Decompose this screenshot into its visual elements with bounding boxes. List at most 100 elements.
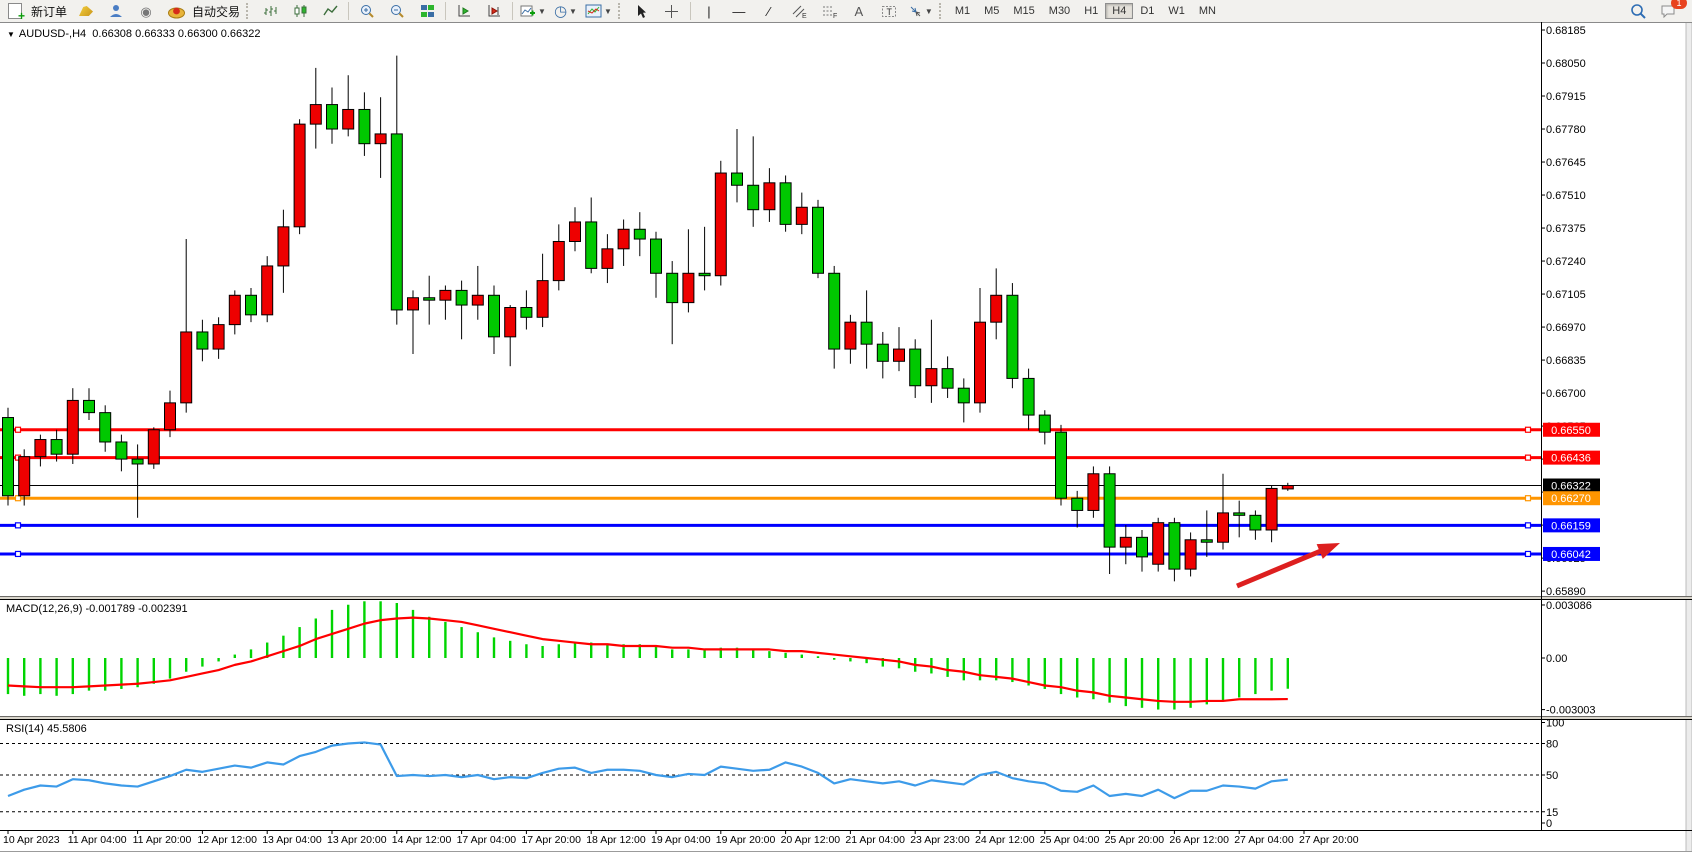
svg-text:27 Apr 04:00: 27 Apr 04:00 (1234, 834, 1294, 846)
macd-name: MACD(12,26,9) (6, 603, 83, 615)
svg-text:26 Apr 12:00: 26 Apr 12:00 (1169, 834, 1229, 846)
toolbar-grip[interactable] (617, 3, 625, 19)
date-axis: 10 Apr 2023 11 Apr 04:00 11 Apr 20:00 12 Ap… (3, 830, 1359, 846)
horizontal-lines (0, 426, 1541, 558)
price-chart[interactable]: 0.68185 0.68050 0.67915 0.67780 0.67645 0.675… (0, 22, 1692, 852)
timeframe-button-m1[interactable]: M1 (954, 5, 971, 17)
autotrade-button[interactable] (162, 0, 190, 22)
cursor-icon (638, 4, 647, 18)
timeframe-button-w1[interactable]: W1 (1168, 5, 1185, 17)
crosshair-button[interactable] (658, 0, 686, 22)
trendline-button[interactable]: ∕ (755, 0, 783, 22)
cursor-button[interactable] (628, 0, 656, 22)
rsi-panel (0, 741, 1541, 813)
signal-button[interactable]: ◉ (132, 0, 160, 22)
symbol-dropdown-icon[interactable]: ▼ (7, 30, 15, 39)
expert-hat-icon (79, 6, 94, 16)
search-button[interactable] (1624, 0, 1652, 22)
tile-windows-icon (420, 5, 434, 17)
notification-badge: 1 (1671, 0, 1687, 9)
timeframe-button-m30[interactable]: M30 (1048, 5, 1071, 17)
profile-icon (110, 5, 123, 17)
toolbar-group-standard: 新订单 ◉ 自动交易 (0, 0, 244, 23)
chevron-down-icon: ▼ (924, 6, 933, 16)
timeframe-button-h1[interactable]: H1 (1084, 5, 1099, 17)
notifications-button[interactable]: 1 (1654, 0, 1687, 22)
toolbar-grip[interactable] (246, 3, 253, 19)
svg-text:0.003086: 0.003086 (1546, 600, 1592, 612)
new-order-button[interactable] (1, 0, 29, 23)
svg-text:25 Apr 04:00: 25 Apr 04:00 (1040, 834, 1100, 846)
text-label-icon: T (881, 5, 896, 17)
bar-chart-button[interactable] (256, 0, 284, 22)
expert-hat-button[interactable] (72, 0, 100, 22)
timeframe-button-m5[interactable]: M5 (984, 5, 1000, 17)
svg-text:25 Apr 20:00: 25 Apr 20:00 (1105, 834, 1165, 846)
vertical-line-button[interactable]: | (695, 0, 723, 22)
macd-indicator-label: MACD(12,26,9) -0.001789 -0.002391 (6, 603, 188, 615)
candlestick-chart-button[interactable] (286, 0, 314, 22)
text-button[interactable]: A (845, 0, 873, 22)
timeframe-button-m15[interactable]: M15 (1013, 5, 1035, 17)
svg-text:0.68185: 0.68185 (1546, 25, 1586, 37)
svg-text:0.66835: 0.66835 (1546, 355, 1586, 367)
channel-button[interactable]: E (785, 0, 813, 22)
svg-text:0.66550: 0.66550 (1551, 425, 1591, 437)
trend-arrow-annotation (1236, 543, 1340, 589)
svg-text:0.66322: 0.66322 (1551, 481, 1591, 493)
svg-text:27 Apr 20:00: 27 Apr 20:00 (1299, 834, 1359, 846)
svg-text:0.67375: 0.67375 (1546, 223, 1586, 235)
svg-text:0.65890: 0.65890 (1546, 586, 1586, 598)
svg-text:17 Apr 20:00: 17 Apr 20:00 (521, 834, 581, 846)
zoom-out-icon (391, 4, 404, 18)
svg-text:0.67780: 0.67780 (1546, 124, 1586, 136)
periods-button[interactable]: ◷ ▼ (551, 0, 580, 22)
toolbar-group-chart-type: ▼ ◷ ▼ ▼ (255, 0, 616, 22)
svg-text:0.67240: 0.67240 (1546, 256, 1586, 268)
auto-scroll-button[interactable] (450, 0, 478, 22)
fibonacci-icon: F (822, 6, 837, 19)
chart-window[interactable]: 0.68185 0.68050 0.67915 0.67780 0.67645 0.675… (0, 22, 1692, 852)
svg-text:0.66159: 0.66159 (1551, 520, 1591, 532)
timeframe-button-h4[interactable]: H4 (1105, 3, 1134, 19)
svg-text:F: F (833, 13, 837, 19)
timeframe-group: M1 M5 M15 M30 H1 H4 D1 W1 MN (948, 0, 1223, 22)
line-chart-button[interactable] (316, 0, 344, 22)
chart-shift-icon (488, 5, 500, 17)
chart-title[interactable]: ▼ AUDUSD-,H4 0.66308 0.66333 0.66300 0.66… (7, 28, 261, 40)
tile-windows-button[interactable] (413, 0, 441, 22)
new-order-icon (8, 3, 25, 23)
toolbar-group-objects: | — ∕ E F A T ▼ (627, 0, 937, 22)
timeframe-button-d1[interactable]: D1 (1140, 5, 1155, 17)
svg-text:23 Apr 23:00: 23 Apr 23:00 (910, 834, 970, 846)
bar-chart-icon (263, 6, 277, 16)
horizontal-line-button[interactable]: — (725, 0, 753, 22)
toolbar-grip[interactable] (938, 3, 946, 19)
symbol-period-label: AUDUSD-,H4 (18, 28, 87, 40)
chart-shift-button[interactable] (480, 0, 508, 22)
candlestick-chart-icon (294, 5, 307, 17)
indicators-button[interactable]: ▼ (517, 0, 549, 22)
new-order-label[interactable]: 新订单 (31, 4, 68, 19)
autotrade-label[interactable]: 自动交易 (192, 4, 241, 19)
toolbar-group-right: 1 (1623, 0, 1692, 22)
svg-text:80: 80 (1546, 739, 1558, 751)
line-chart-icon (322, 5, 338, 16)
svg-text:19 Apr 20:00: 19 Apr 20:00 (716, 834, 776, 846)
arrows-button[interactable]: ▼ (905, 0, 936, 22)
profile-button[interactable] (102, 0, 130, 22)
zoom-out-button[interactable] (383, 0, 411, 22)
zoom-in-button[interactable] (353, 0, 381, 22)
svg-text:0.67915: 0.67915 (1546, 91, 1586, 103)
svg-text:100: 100 (1546, 718, 1564, 730)
svg-text:E: E (802, 13, 807, 19)
autotrade-icon (167, 7, 185, 18)
text-icon: A (854, 3, 864, 19)
timeframe-button-mn[interactable]: MN (1198, 5, 1216, 17)
templates-button[interactable]: ▼ (582, 0, 615, 22)
chevron-down-icon: ▼ (538, 6, 546, 16)
text-label-button[interactable]: T (875, 0, 903, 22)
fibonacci-button[interactable]: F (815, 0, 843, 22)
